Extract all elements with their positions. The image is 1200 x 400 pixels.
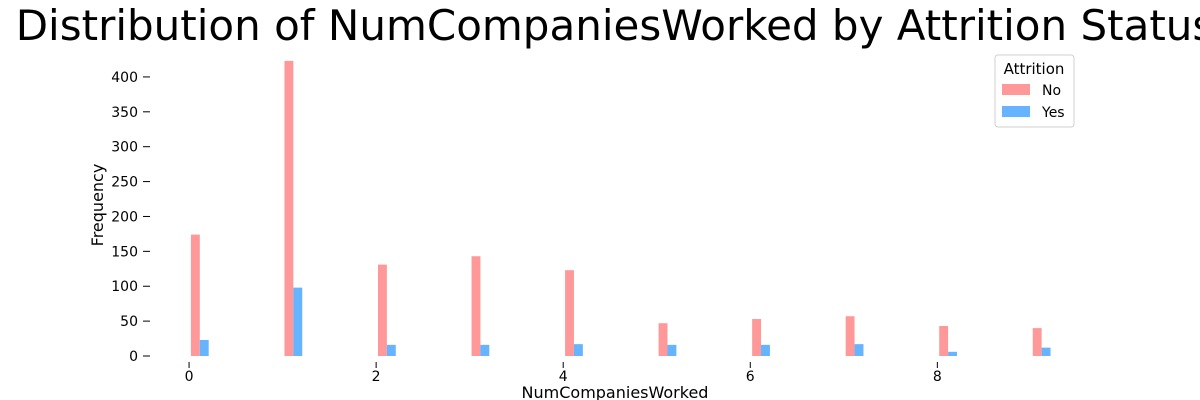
y-tick-label: 300 bbox=[111, 140, 138, 156]
legend-swatch-no bbox=[1002, 84, 1030, 95]
bar-yes-9 bbox=[1041, 347, 1051, 356]
bar-yes-3 bbox=[480, 344, 490, 356]
legend-label-yes: Yes bbox=[1041, 105, 1065, 121]
y-tick-label: 250 bbox=[111, 175, 138, 191]
bar-yes-5 bbox=[667, 344, 677, 356]
bar-no-5 bbox=[658, 323, 668, 356]
x-tick-label: 2 bbox=[372, 369, 381, 385]
legend-title: Attrition bbox=[1004, 60, 1065, 78]
legend: Attrition No Yes bbox=[994, 54, 1075, 128]
bar-no-2 bbox=[378, 264, 387, 356]
y-tick-label: 100 bbox=[111, 279, 138, 295]
bar-no-1 bbox=[284, 60, 294, 356]
bar-no-9 bbox=[1032, 328, 1042, 356]
bar-no-6 bbox=[752, 319, 762, 356]
y-tick-label: 200 bbox=[111, 209, 138, 225]
bar-yes-2 bbox=[386, 344, 396, 356]
x-tick-label: 6 bbox=[746, 369, 755, 385]
x-tick-label: 8 bbox=[933, 369, 942, 385]
bar-yes-0 bbox=[199, 339, 209, 356]
bar-no-0 bbox=[190, 234, 200, 356]
bar-no-4 bbox=[565, 270, 574, 356]
bar-no-7 bbox=[845, 316, 855, 356]
y-axis: 0 50 100 150 200 250 300 350 400 bbox=[111, 70, 150, 365]
x-axis-label: NumCompaniesWorked bbox=[522, 383, 709, 400]
chart-title: Distribution of NumCompaniesWorked by At… bbox=[16, 1, 1200, 50]
x-axis: 0 2 4 6 8 bbox=[185, 362, 942, 385]
y-tick-label: 50 bbox=[120, 314, 138, 330]
bar-yes-7 bbox=[854, 344, 864, 356]
bar-no-8 bbox=[939, 326, 949, 356]
bar-yes-4 bbox=[573, 344, 583, 356]
bar-yes-1 bbox=[293, 287, 303, 356]
x-tick-label: 0 bbox=[185, 369, 194, 385]
x-tick-label: 4 bbox=[559, 369, 568, 385]
legend-label-no: No bbox=[1042, 83, 1061, 99]
bars bbox=[190, 60, 1051, 356]
bar-yes-8 bbox=[948, 351, 957, 356]
y-axis-label: Frequency bbox=[88, 164, 107, 247]
y-tick-label: 150 bbox=[111, 244, 138, 260]
y-tick-label: 0 bbox=[129, 349, 138, 365]
legend-swatch-yes bbox=[1002, 106, 1030, 117]
y-tick-label: 400 bbox=[111, 70, 138, 86]
bar-no-3 bbox=[471, 256, 481, 356]
y-tick-label: 350 bbox=[111, 105, 138, 121]
bar-yes-6 bbox=[761, 344, 770, 356]
